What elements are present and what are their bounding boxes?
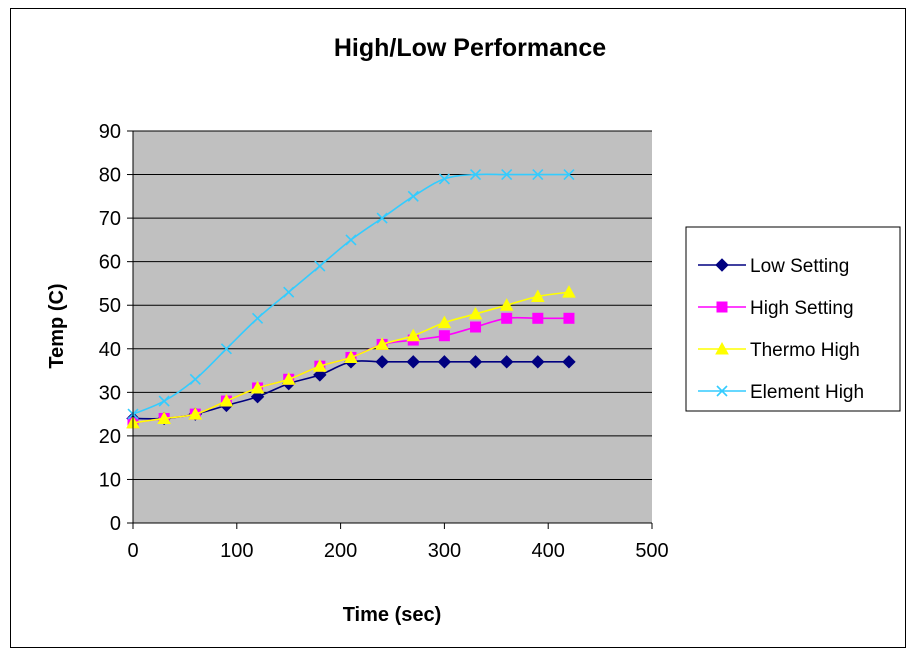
- marker-stroke: [376, 212, 388, 224]
- y-tick-label: 10: [99, 469, 121, 491]
- data-point: [407, 190, 419, 202]
- legend-label: Element High: [750, 382, 864, 403]
- data-point: [157, 411, 171, 424]
- x-tick-label: 500: [635, 540, 668, 562]
- data-point: [438, 330, 450, 342]
- y-tick-label: 70: [99, 208, 121, 230]
- y-tick-label: 90: [99, 121, 121, 143]
- data-point: [313, 368, 327, 382]
- data-point: [562, 355, 576, 369]
- y-tick-label: 20: [99, 426, 121, 448]
- marker-stroke: [220, 343, 232, 355]
- data-point: [562, 285, 576, 298]
- data-point: [563, 312, 575, 324]
- x-axis-title: Time (sec): [343, 604, 442, 626]
- marker-stroke: [469, 168, 482, 181]
- marker-stroke: [532, 168, 544, 181]
- marker-stroke: [563, 168, 575, 181]
- legend-item: Thermo High: [698, 340, 860, 361]
- data-point: [501, 168, 513, 181]
- data-point: [312, 359, 327, 372]
- y-tick-label: 60: [99, 252, 121, 274]
- data-point: [437, 355, 452, 369]
- legend-label: High Setting: [750, 298, 854, 319]
- legend: Low Setting High Setting Thermo High Elemen…: [685, 226, 901, 412]
- legend-label: Low Setting: [750, 256, 849, 277]
- tick-labels: 0 10 20 30 40 50 60 70 80 90 0 100 200 300 400 500: [99, 121, 669, 562]
- data-point: [375, 337, 389, 350]
- data-point: [188, 407, 203, 420]
- marker-stroke: [251, 312, 264, 324]
- marker-stroke: [438, 173, 450, 185]
- data-point: [532, 312, 544, 324]
- y-tick-label: 0: [110, 513, 121, 535]
- data-point: [406, 355, 420, 369]
- marker-stroke: [716, 385, 728, 397]
- data-point: [499, 355, 514, 369]
- marker-stroke: [314, 260, 326, 272]
- series-thermo-high: [126, 285, 576, 429]
- marker-stroke: [189, 373, 201, 385]
- y-tick-label: 40: [99, 339, 121, 361]
- data-point: [530, 289, 545, 303]
- data-point: [437, 315, 452, 329]
- x-tick-label: 400: [532, 540, 565, 562]
- data-point: [250, 389, 265, 404]
- data-point: [250, 380, 265, 394]
- series-element-high: [127, 168, 575, 420]
- plot-area: [133, 131, 652, 523]
- legend-marker: [715, 258, 729, 272]
- data-point: [220, 343, 232, 355]
- data-point: [158, 395, 170, 407]
- legend-item: Element High: [698, 382, 864, 403]
- y-tick-label: 80: [99, 165, 121, 187]
- data-point: [345, 234, 357, 246]
- data-point: [438, 173, 450, 185]
- data-point: [189, 373, 201, 385]
- x-tick-label: 200: [324, 540, 357, 562]
- data-point: [344, 350, 358, 363]
- data-point: [468, 306, 483, 320]
- marker-stroke: [158, 395, 170, 407]
- data-point: [470, 321, 482, 333]
- x-tick-label: 100: [220, 540, 253, 562]
- marker-stroke: [345, 234, 357, 246]
- marker-stroke: [407, 190, 419, 202]
- legend-item: Low Setting: [698, 256, 849, 277]
- data-point: [469, 168, 482, 181]
- legend-item: High Setting: [698, 298, 854, 319]
- legend-marker: [715, 341, 729, 355]
- data-point: [283, 286, 295, 298]
- axes: [127, 130, 653, 529]
- legend-box: [685, 226, 901, 412]
- data-point: [499, 298, 514, 311]
- data-point: [251, 312, 264, 324]
- data-point: [563, 168, 575, 181]
- data-point: [501, 312, 513, 324]
- y-axis-title: Temp (C): [46, 283, 68, 368]
- data-point: [219, 394, 234, 407]
- x-tick-label: 300: [428, 540, 461, 562]
- y-tick-label: 30: [99, 382, 121, 404]
- legend-marker: [716, 301, 728, 313]
- marker-stroke: [501, 168, 513, 181]
- x-tick-label: 0: [127, 540, 138, 562]
- series-layer: [126, 168, 576, 429]
- legend-label: Thermo High: [750, 340, 860, 361]
- legend-marker: [716, 385, 728, 397]
- data-point: [531, 355, 545, 369]
- data-point: [468, 355, 483, 369]
- data-point: [375, 355, 389, 369]
- marker-stroke: [283, 286, 295, 298]
- data-point: [406, 328, 421, 342]
- data-point: [281, 372, 296, 385]
- data-point: [314, 260, 326, 272]
- chart-title: High/Low Performance: [334, 34, 606, 62]
- data-point: [376, 212, 388, 224]
- data-point: [532, 168, 544, 181]
- gridlines: [133, 130, 652, 480]
- y-tick-label: 50: [99, 295, 121, 317]
